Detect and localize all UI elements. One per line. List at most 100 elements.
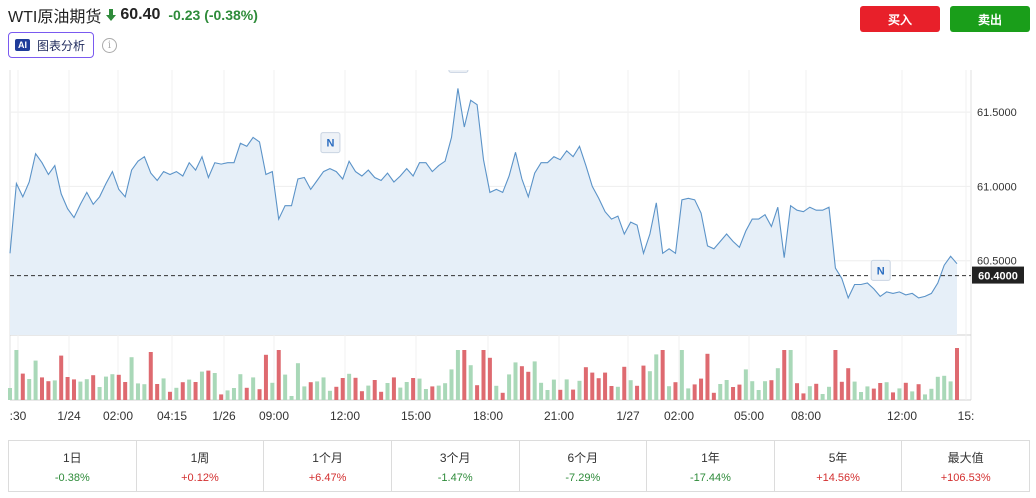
volume-bar [916,384,921,400]
volume-bar [193,382,198,400]
volume-bar [756,390,761,400]
y-tick-label: 61.0000 [977,181,1017,193]
volume-bar [289,396,294,400]
volume-bar [571,389,576,400]
last-price: 60.40 [120,6,161,23]
volume-bar [212,373,217,400]
volume-bar [71,379,76,400]
volume-bar [654,354,659,400]
volume-bar [705,353,710,400]
volume-bar [820,394,825,400]
volume-bar [423,389,428,400]
volume-bar [14,350,19,400]
volume-bar [135,383,140,400]
volume-bar [859,392,864,400]
info-icon[interactable]: i [102,37,118,53]
volume-bar [897,388,902,400]
price-chart[interactable]: 60.5000 61.0000 61.5000:30 1/24 02:00 04:15 1/… [0,70,1036,430]
ai-chart-analysis-label: 图表分析 [37,38,86,53]
volume-bar [686,388,691,400]
volume-bar [180,382,185,400]
volume-bar [615,386,620,400]
period-4[interactable]: 6个月 -7.29% [520,441,648,491]
volume-bar [507,374,512,400]
price-area-fill [10,88,957,336]
volume-bar [327,390,332,400]
volume-bar [910,391,915,400]
volume-bar [110,374,115,400]
volume-bar [366,385,371,400]
sell-button[interactable]: 卖出 [950,6,1030,32]
volume-bar [391,377,396,400]
volume-bar [481,350,486,400]
volume-bar [315,381,320,400]
period-change: -17.44% [689,471,731,484]
news-marker-label: N [326,138,334,150]
volume-bar [59,355,64,400]
volume-bar [353,377,358,400]
buy-button[interactable]: 买入 [860,6,940,32]
news-marker[interactable] [870,259,891,281]
period-change: +106.53% [940,471,991,484]
news-marker[interactable] [320,132,341,154]
x-tick-label: 02:00 [103,409,133,423]
period-5[interactable]: 1年 -17.44% [647,441,775,491]
volume-bar [385,383,390,400]
volume-bar [718,384,723,400]
volume-bar [545,390,550,400]
volume-bar [891,392,896,400]
x-tick-label: 12:00 [887,409,917,423]
volume-bar [724,380,729,400]
volume-bar [161,378,166,400]
period-change: -7.29% [565,471,601,484]
volume-bar [155,384,160,400]
x-tick-label: 09:00 [259,409,289,423]
volume-bar [462,350,467,400]
x-tick-label: :30 [10,409,27,423]
price-change: -0.23 (-0.38%) [168,7,258,23]
volume-bar [295,363,300,400]
volume-bar [795,383,800,400]
quote-title-row: WTI原油期货 60.40 -0.23 (-0.38%) [8,4,258,26]
volume-bar [871,388,876,400]
volume-bar [788,350,793,400]
period-1[interactable]: 1周 +0.12% [137,441,265,491]
volume-bar [948,381,953,400]
volume-bar [865,386,870,400]
ai-chart-analysis-button[interactable]: AI 图表分析 [8,32,95,58]
volume-bar [737,384,742,400]
volume-bar [884,382,889,400]
volume-bar [334,386,339,400]
period-6[interactable]: 5年 +14.56% [775,441,903,491]
volume-bar [436,385,441,400]
volume-bar [276,350,281,400]
volume-bar [558,389,563,400]
volume-bar [257,389,262,400]
period-7[interactable]: 最大值 +106.53% [902,441,1029,491]
volume-bar [699,378,704,400]
period-0[interactable]: 1日 -0.38% [9,441,137,491]
volume-bar [468,365,473,400]
news-marker[interactable] [448,70,469,73]
period-2[interactable]: 1个月 +6.47% [264,441,392,491]
volume-bar [609,386,614,400]
volume-bar [590,372,595,400]
volume-bar [263,354,268,400]
volume-bar [660,350,665,400]
volume-bar [340,378,345,400]
volume-bar [84,379,89,400]
volume-bar [455,350,460,400]
period-label: 1周 [190,450,210,465]
y-tick-label: 61.5000 [977,107,1017,119]
volume-bar [731,387,736,400]
volume-bar [487,357,492,400]
volume-bar [78,381,83,400]
volume-bar [475,385,480,400]
period-3[interactable]: 3个月 -1.47% [392,441,520,491]
volume-bar [20,373,25,400]
volume-bar [577,380,582,400]
volume-bar [33,360,38,400]
volume-bar [673,382,678,400]
x-tick-label: 1/27 [616,409,640,423]
period-label: 3个月 [439,450,471,465]
